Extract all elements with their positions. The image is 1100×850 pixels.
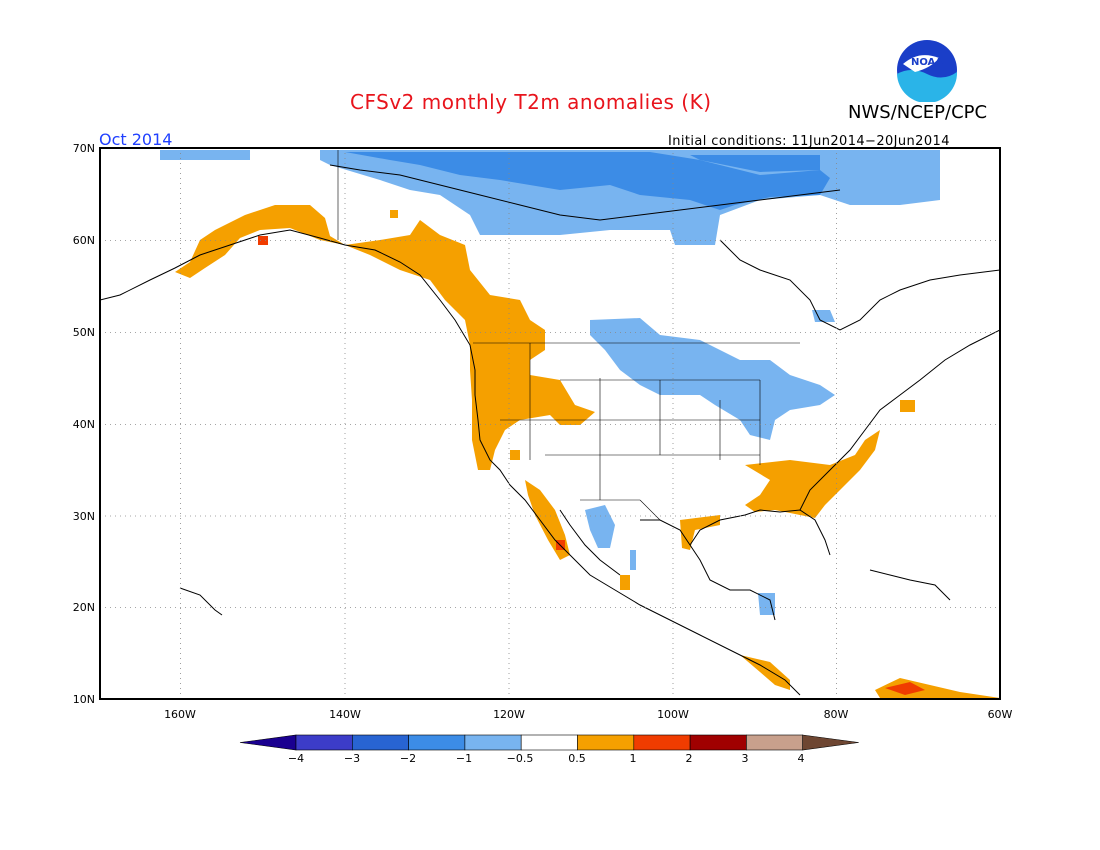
lat-label: 60N (72, 234, 95, 247)
colorbar-segment (689, 734, 747, 751)
colorbar-segment (295, 734, 353, 751)
map-frame (99, 147, 1001, 700)
colorbar-label: 2 (685, 752, 693, 765)
lat-label: 30N (72, 510, 95, 523)
colorbar-segment (746, 734, 804, 751)
noaa-logo: NOAA (897, 40, 958, 102)
lat-label: 20N (72, 601, 95, 614)
colorbar-label: −3 (343, 752, 361, 765)
colorbar-segment (408, 734, 466, 751)
colorbar-arrow-low (239, 734, 297, 751)
graticule (100, 148, 1000, 699)
organization-label: NWS/NCEP/CPC (848, 102, 988, 123)
lat-label: 40N (72, 418, 95, 431)
lat-label: 50N (72, 326, 95, 339)
colorbar-segment (464, 734, 522, 751)
lat-label: 70N (72, 142, 95, 155)
colorbar-segment (520, 734, 578, 751)
lon-label: 80W (823, 708, 849, 721)
lon-label: 100W (657, 708, 689, 721)
cold-anomaly-strong-regions (345, 152, 830, 210)
lon-label: 60W (987, 708, 1013, 721)
lon-label: 140W (329, 708, 361, 721)
lon-label: 120W (493, 708, 525, 721)
colorbar-label: 1 (629, 752, 637, 765)
initial-conditions: Initial conditions: 11Jun2014−20Jun2014 (668, 134, 950, 149)
noaa-logo-text: NOAA (911, 57, 943, 68)
colorbar-label: 4 (797, 752, 805, 765)
colorbar (239, 734, 859, 751)
forecast-month: Oct 2014 (99, 130, 173, 149)
colorbar-label: 3 (741, 752, 749, 765)
colorbar-arrow-high (802, 734, 859, 751)
state-borders (337, 150, 800, 521)
colorbar-label: −2 (399, 752, 417, 765)
lat-label: 10N (72, 693, 95, 706)
colorbar-label: −1 (455, 752, 473, 765)
chart-title: CFSv2 monthly T2m anomalies (K) (350, 90, 712, 114)
colorbar-segment (633, 734, 691, 751)
lon-label: 160W (164, 708, 196, 721)
colorbar-label: 0.5 (568, 752, 586, 765)
colorbar-segment (577, 734, 635, 751)
colorbar-label: −0.5 (506, 752, 534, 765)
colorbar-segment (351, 734, 409, 751)
warm-anomaly-regions (175, 205, 1000, 698)
coastlines (100, 164, 1000, 696)
colorbar-label: −4 (287, 752, 305, 765)
